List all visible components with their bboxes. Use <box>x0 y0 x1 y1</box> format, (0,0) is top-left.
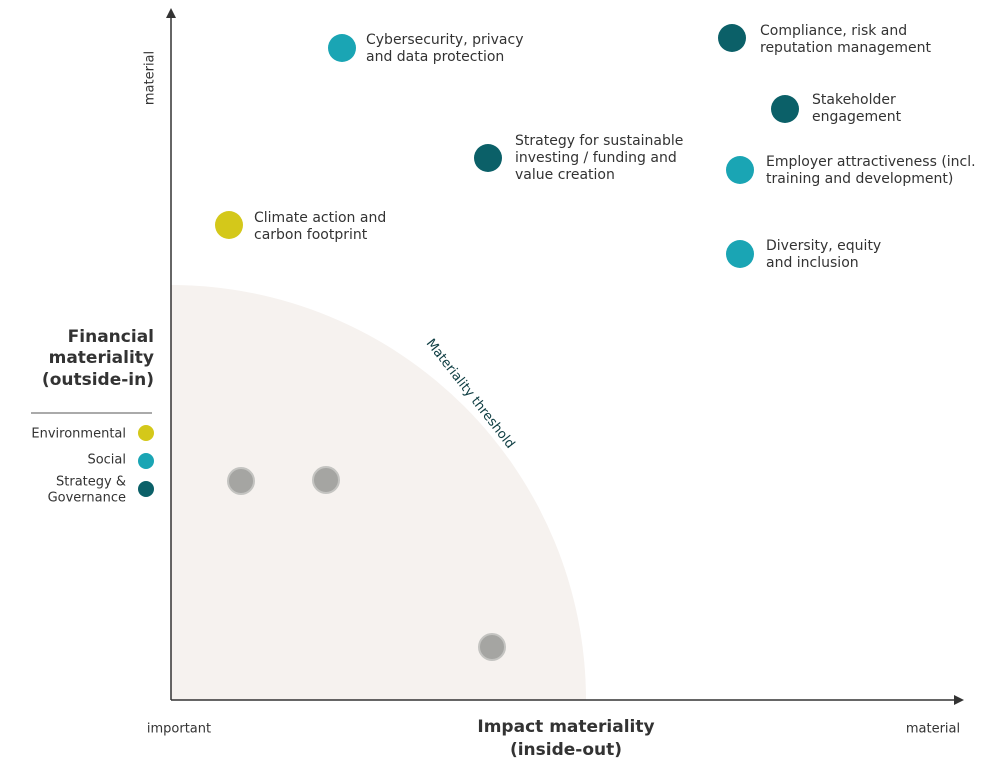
legend-swatch <box>138 425 154 441</box>
topic-dot <box>474 144 502 172</box>
topic-label: engagement <box>812 109 902 125</box>
topic-label: Employer attractiveness (incl. <box>766 154 976 170</box>
topic-dot <box>328 34 356 62</box>
topic-label: carbon footprint <box>254 227 368 243</box>
topic-label: and data protection <box>366 49 504 65</box>
y-axis-end-label: material <box>143 51 158 105</box>
topic-label: Compliance, risk and <box>760 23 907 39</box>
y-axis-title: Financial <box>68 327 154 347</box>
topic-label: value creation <box>515 167 615 183</box>
legend-swatch <box>138 453 154 469</box>
topic-label: and inclusion <box>766 255 859 271</box>
unlabeled-topic <box>478 633 506 661</box>
topic-dot <box>718 24 746 52</box>
topic-label: Cybersecurity, privacy <box>366 32 524 48</box>
legend-label: Strategy & <box>56 475 126 490</box>
x-axis-end-label: material <box>906 722 960 737</box>
topic-label: Strategy for sustainable <box>515 133 683 149</box>
topic-dot <box>726 156 754 184</box>
legend-label: Governance <box>48 491 126 506</box>
topic-dot <box>726 240 754 268</box>
legend-swatch <box>138 481 154 497</box>
legend-label: Environmental <box>31 427 126 442</box>
x-axis-title: (inside-out) <box>510 740 622 760</box>
topic-label: training and development) <box>766 171 953 187</box>
topic-label: investing / funding and <box>515 150 677 166</box>
y-axis-title: materiality <box>49 348 154 368</box>
topic-dot <box>215 211 243 239</box>
topic-dot <box>771 95 799 123</box>
x-axis-start-label: important <box>147 722 211 737</box>
x-axis-title: Impact materiality <box>477 717 654 737</box>
unlabeled-topic <box>227 467 255 495</box>
topic-label: Climate action and <box>254 210 386 226</box>
unlabeled-topic <box>312 466 340 494</box>
topic-label: Stakeholder <box>812 92 896 108</box>
topic-label: Diversity, equity <box>766 238 881 254</box>
topic-label: reputation management <box>760 40 931 56</box>
threshold-area <box>171 285 586 700</box>
y-axis-title: (outside-in) <box>42 370 154 390</box>
legend-label: Social <box>87 453 126 468</box>
